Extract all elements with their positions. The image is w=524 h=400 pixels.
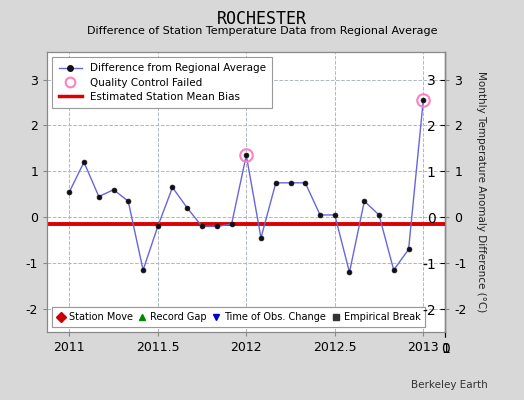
Difference from Regional Average <box>214 224 220 229</box>
Difference from Regional Average <box>125 199 132 204</box>
Difference from Regional Average <box>243 153 249 158</box>
Text: Difference of Station Temperature Data from Regional Average: Difference of Station Temperature Data f… <box>87 26 437 36</box>
Difference from Regional Average <box>390 268 397 272</box>
Difference from Regional Average <box>317 212 323 217</box>
Difference from Regional Average <box>332 212 338 217</box>
Line: Difference from Regional Average: Difference from Regional Average <box>67 98 425 275</box>
Text: Berkeley Earth: Berkeley Earth <box>411 380 487 390</box>
Difference from Regional Average <box>287 180 293 185</box>
Difference from Regional Average <box>96 194 102 199</box>
Difference from Regional Average <box>155 224 161 229</box>
Difference from Regional Average <box>66 190 72 194</box>
Difference from Regional Average <box>272 180 279 185</box>
Difference from Regional Average <box>406 247 412 252</box>
Difference from Regional Average <box>302 180 308 185</box>
Difference from Regional Average <box>199 224 205 229</box>
Difference from Regional Average <box>376 212 382 217</box>
Difference from Regional Average <box>169 185 176 190</box>
Difference from Regional Average <box>228 222 235 226</box>
Difference from Regional Average <box>258 236 264 240</box>
Difference from Regional Average <box>184 206 191 210</box>
Difference from Regional Average <box>346 270 353 275</box>
Legend: Station Move, Record Gap, Time of Obs. Change, Empirical Break: Station Move, Record Gap, Time of Obs. C… <box>52 308 425 327</box>
Difference from Regional Average <box>140 268 146 272</box>
Difference from Regional Average <box>111 187 117 192</box>
Difference from Regional Average <box>361 199 367 204</box>
Difference from Regional Average <box>420 98 427 102</box>
Y-axis label: Monthly Temperature Anomaly Difference (°C): Monthly Temperature Anomaly Difference (… <box>476 71 486 313</box>
Text: ROCHESTER: ROCHESTER <box>217 10 307 28</box>
Difference from Regional Average <box>81 160 87 164</box>
